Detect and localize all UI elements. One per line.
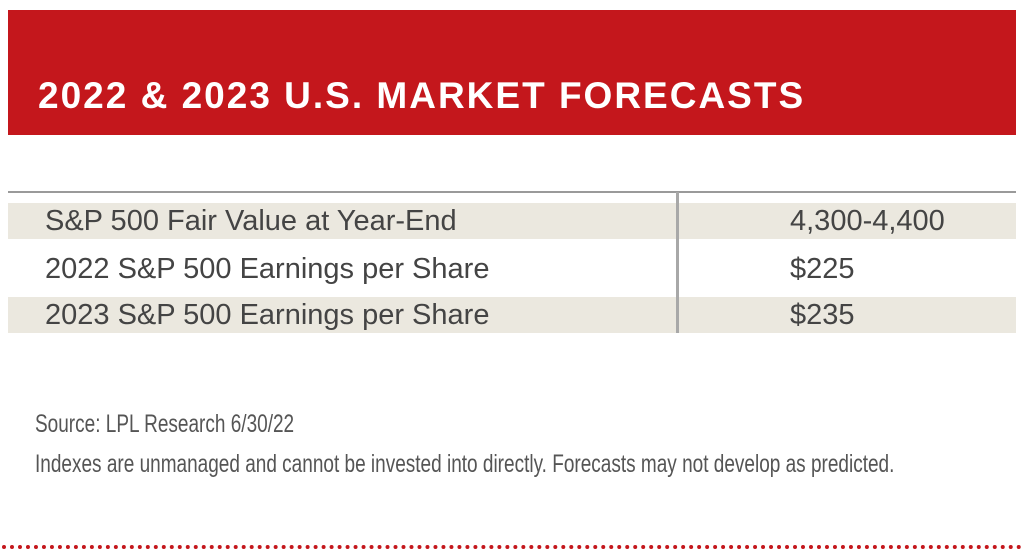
- table-top-rule: [8, 191, 1016, 193]
- dotted-rule: [2, 545, 1022, 549]
- row-label: 2023 S&P 500 Earnings per Share: [45, 299, 490, 331]
- row-value: $225: [790, 253, 855, 285]
- row-label: 2022 S&P 500 Earnings per Share: [45, 253, 490, 285]
- table-row: 2022 S&P 500 Earnings per Share $225: [8, 251, 1016, 287]
- row-label: S&P 500 Fair Value at Year-End: [45, 205, 457, 237]
- column-divider: [676, 192, 679, 333]
- row-value: $235: [790, 299, 855, 331]
- disclaimer: Indexes are unmanaged and cannot be inve…: [35, 450, 895, 478]
- table-row: S&P 500 Fair Value at Year-End 4,300-4,4…: [8, 203, 1016, 239]
- table-row: 2023 S&P 500 Earnings per Share $235: [8, 297, 1016, 333]
- header-banner: 2022 & 2023 U.S. MARKET FORECASTS: [8, 10, 1016, 135]
- title: 2022 & 2023 U.S. MARKET FORECASTS: [38, 75, 806, 116]
- row-value: 4,300-4,400: [790, 205, 945, 237]
- source-note: Source: LPL Research 6/30/22: [35, 410, 295, 438]
